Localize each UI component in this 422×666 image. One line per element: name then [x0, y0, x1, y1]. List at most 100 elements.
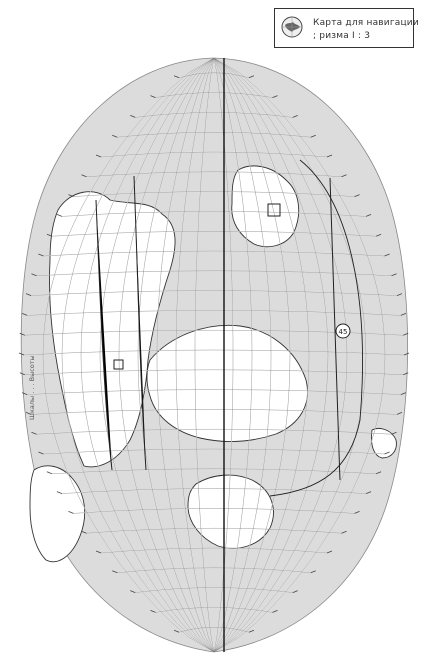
latitude-line: [101, 547, 327, 554]
edge-tick: [46, 233, 53, 237]
edge-tick: [248, 75, 255, 79]
edge-tick: [248, 629, 255, 633]
latitude-line: [179, 627, 249, 633]
edge-tick: [21, 392, 28, 395]
landmass-west: [49, 191, 176, 468]
latitude-line: [86, 528, 342, 534]
edge-tick: [95, 154, 102, 158]
edge-tick: [391, 273, 397, 277]
edge-tick: [326, 550, 333, 554]
landmass-south: [187, 474, 274, 549]
edge-tick: [31, 431, 37, 435]
edge-tick: [354, 194, 360, 197]
longitude-line: [213, 57, 253, 653]
square-marker: [267, 203, 281, 217]
svg-text:45: 45: [339, 328, 348, 336]
edge-tick: [310, 570, 316, 574]
edge-tick: [150, 95, 156, 98]
latitude-line: [117, 567, 311, 573]
longitude-line: [213, 57, 310, 653]
latitude-line: [31, 290, 397, 296]
edge-tick: [112, 570, 118, 574]
edge-tick: [292, 115, 298, 118]
edge-tick: [341, 174, 347, 178]
edge-tick: [292, 590, 298, 593]
latitude-line: [61, 488, 367, 494]
edge-tick: [130, 115, 136, 118]
edge-tick: [384, 451, 390, 455]
edge-tick: [365, 491, 372, 494]
edge-tick: [354, 511, 360, 514]
edge-tick: [18, 352, 25, 356]
latitude-line: [31, 409, 397, 415]
latitude-line: [27, 389, 401, 395]
edge-tick: [403, 332, 409, 336]
edge-tick: [384, 253, 390, 257]
latitude-line: [73, 508, 355, 514]
latitude-line: [36, 429, 392, 435]
edge-tick: [56, 491, 63, 494]
longitude-line: [42, 57, 215, 653]
latitude-line: [36, 270, 392, 276]
edge-tick: [396, 412, 403, 415]
edge-tick: [272, 610, 278, 613]
edge-tick: [375, 471, 382, 475]
latitude-line: [24, 330, 404, 336]
longitude-line: [213, 57, 367, 653]
edge-tick: [25, 412, 32, 415]
latitude-line: [135, 112, 293, 118]
edge-tick: [400, 313, 407, 316]
longitude-line: [213, 57, 234, 653]
region-boundary: [269, 159, 363, 497]
latitude-line: [23, 349, 405, 356]
edge-ticks: [18, 75, 410, 633]
latitude-line: [117, 132, 311, 138]
latitude-line: [86, 171, 342, 177]
latitude-line: [51, 231, 377, 237]
edge-tick: [403, 352, 410, 356]
latitude-line: [155, 607, 273, 613]
edge-tick: [326, 154, 333, 158]
side-label: Шкалы . . . Высоты: [28, 355, 36, 420]
longitude-line: [118, 57, 215, 653]
latitude-line: [27, 310, 401, 316]
latitude-line: [24, 369, 404, 375]
latitude-line: [155, 92, 273, 98]
edge-tick: [81, 530, 87, 534]
latitude-line: [101, 151, 327, 158]
edge-tick: [21, 313, 28, 316]
longitude-line: [213, 57, 386, 653]
longitude-line: [213, 57, 291, 653]
edge-tick: [68, 511, 74, 514]
latitude-line: [61, 211, 367, 217]
edge-tick: [19, 332, 25, 336]
longitude-line: [137, 57, 215, 653]
edge-tick: [25, 293, 32, 296]
edge-tick: [68, 194, 74, 197]
edge-tick: [396, 293, 403, 296]
edge-tick: [272, 95, 278, 98]
legend-title-line2: ; ризма I : 3: [313, 31, 371, 41]
edge-tick: [173, 75, 180, 79]
edge-tick: [46, 471, 53, 475]
edge-tick: [400, 392, 407, 395]
edge-tick: [173, 629, 180, 633]
longitude-line: [61, 57, 215, 653]
longitude-line: [80, 57, 215, 653]
latitude-line: [135, 587, 293, 593]
longitude-line: [156, 57, 215, 653]
longitude-line: [175, 57, 215, 653]
edge-tick: [403, 372, 409, 376]
island-east: [371, 428, 397, 459]
circled-mark-45: 45: [335, 323, 351, 339]
edge-tick: [19, 372, 25, 376]
longitude-line: [99, 57, 215, 653]
edge-tick: [95, 550, 102, 554]
legend-box: Карта для навигации ; ризма I : 3: [274, 8, 419, 48]
edge-tick: [341, 530, 347, 534]
landmass-south-west: [29, 465, 86, 563]
edge-tick: [130, 590, 136, 593]
longitude-line: [213, 57, 329, 653]
landmass-north-east: [231, 165, 300, 248]
edge-tick: [38, 451, 44, 455]
